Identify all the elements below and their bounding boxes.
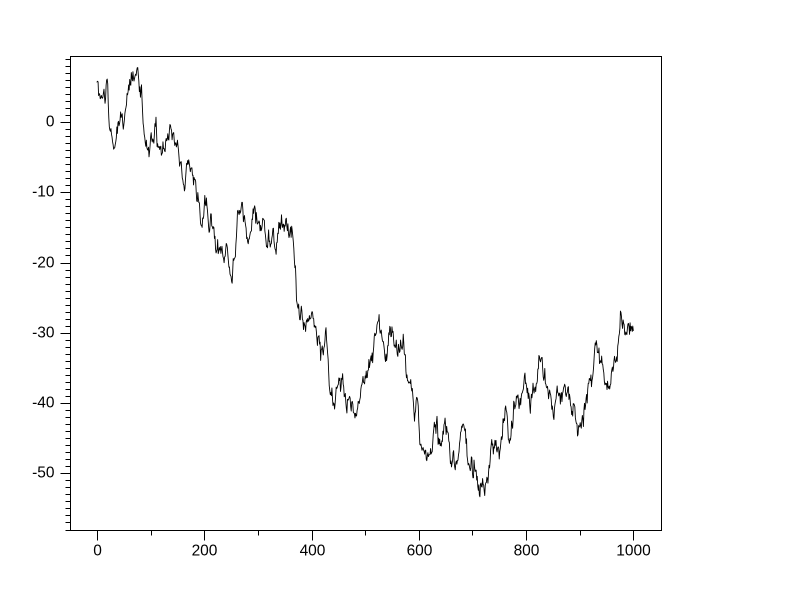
svg-text:800: 800 — [514, 543, 540, 560]
svg-text:400: 400 — [300, 543, 326, 560]
svg-text:1000: 1000 — [616, 543, 651, 560]
svg-text:600: 600 — [407, 543, 433, 560]
svg-text:0: 0 — [46, 114, 55, 131]
svg-text:-40: -40 — [32, 395, 55, 412]
svg-text:-50: -50 — [32, 465, 55, 482]
svg-text:-30: -30 — [32, 325, 55, 342]
svg-text:-20: -20 — [32, 255, 55, 272]
svg-text:0: 0 — [93, 543, 102, 560]
svg-text:-10: -10 — [32, 184, 55, 201]
svg-text:200: 200 — [192, 543, 218, 560]
